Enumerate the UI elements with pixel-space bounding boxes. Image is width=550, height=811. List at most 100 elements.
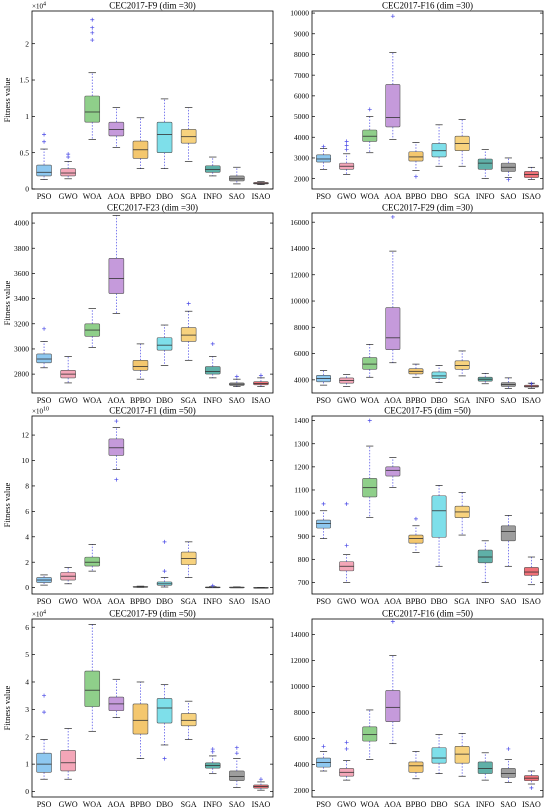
box-sao [229, 374, 245, 388]
outlier-marker [321, 744, 326, 749]
y-tick-label: 2 [25, 732, 29, 741]
box-iqr [408, 761, 424, 773]
outlier-marker [234, 751, 239, 756]
box-pso [316, 501, 332, 539]
box-iqr [500, 525, 516, 542]
y-tick-label: 3200 [14, 319, 29, 328]
outlier-marker [90, 25, 95, 30]
x-tick-label: ISAO [252, 396, 271, 405]
box-woa [362, 107, 378, 154]
x-tick-label: SGA [181, 597, 197, 606]
box-iqr [108, 258, 125, 294]
x-tick-label: BPBO [130, 597, 151, 606]
y-tick-label: 6000 [294, 734, 309, 743]
x-tick-label: INFO [203, 192, 222, 201]
x-tick-label: BPBO [130, 192, 151, 201]
box-iqr [477, 761, 493, 774]
y-tick-label: 2000 [294, 786, 309, 795]
chart-title: CEC2017-F1 (dim =50) [109, 406, 196, 416]
x-tick-label: SGA [454, 396, 470, 405]
x-tick-label: DBO [431, 192, 448, 201]
x-tick-label: SAO [229, 192, 245, 201]
x-tick-label: DBO [431, 800, 448, 809]
y-tick-label: 5 [25, 650, 29, 659]
x-tick-label: AOA [108, 800, 126, 809]
x-tick-label: BPBO [405, 396, 426, 405]
box-pso [316, 144, 332, 170]
y-tick-label: 0 [25, 787, 29, 796]
x-tick-label: BPBO [405, 597, 426, 606]
box-iqr [362, 129, 378, 142]
box-sga [180, 700, 197, 740]
box-dbo [431, 124, 447, 167]
box-iqr [385, 466, 401, 477]
box-gwo [60, 566, 76, 585]
x-tick-label: PSO [316, 800, 331, 809]
x-tick-label: WOA [83, 192, 102, 201]
x-tick-label: SGA [181, 800, 197, 809]
x-tick-label: WOA [83, 800, 102, 809]
box-sga [180, 107, 197, 162]
box-info [477, 149, 493, 179]
box-iqr [156, 337, 173, 351]
y-tick-label: 4000 [294, 133, 309, 142]
x-tick-label: PSO [316, 192, 331, 201]
box-iqr [84, 95, 101, 123]
y-tick-label: 2800 [14, 370, 29, 379]
x-tick-label: GWO [337, 396, 356, 405]
x-tick-label: WOA [360, 396, 379, 405]
y-tick-label: 12000 [290, 270, 309, 279]
plot-frame [31, 212, 274, 394]
y-tick-label: 3800 [14, 244, 29, 253]
outlier-marker [42, 132, 47, 137]
x-tick-label: ISAO [252, 192, 271, 201]
x-tick-label: SAO [229, 597, 245, 606]
box-sao [500, 377, 516, 389]
box-sao [229, 166, 245, 185]
x-tick-label: SAO [229, 396, 245, 405]
box-gwo [339, 740, 355, 781]
plot-frame [311, 415, 544, 595]
outlier-marker [367, 107, 372, 112]
x-tick-label: DBO [156, 800, 173, 809]
outlier-marker [186, 301, 191, 306]
box-bpbo [408, 142, 424, 179]
y-tick-label: 10000 [290, 9, 309, 18]
outlier-marker [114, 419, 119, 424]
box-pso [36, 693, 52, 780]
box-sao [500, 515, 516, 567]
box-iqr [84, 670, 101, 707]
box-dbo [431, 365, 447, 383]
box-aoa [108, 215, 125, 314]
box-sga [454, 733, 470, 777]
x-tick-label: SGA [454, 597, 470, 606]
y-tick-label: 14000 [290, 244, 309, 253]
y-tick-label: 6 [25, 507, 29, 516]
box-iqr [385, 84, 401, 128]
x-tick-label: GWO [337, 800, 356, 809]
outlier-marker [258, 777, 263, 782]
box-iqr [229, 770, 245, 781]
box-iqr [477, 549, 493, 564]
x-tick-label: DBO [431, 396, 448, 405]
box-iqr [362, 357, 378, 370]
y-tick-label: 10000 [290, 297, 309, 306]
box-isao [253, 587, 269, 589]
box-isao [253, 373, 269, 388]
y-tick-label: 8000 [294, 50, 309, 59]
outlier-marker [321, 501, 326, 506]
x-tick-label: AOA [108, 396, 126, 405]
box-info [204, 341, 221, 379]
outlier-marker [506, 746, 511, 751]
y-tick-label: 4000 [14, 219, 29, 228]
box-aoa [385, 14, 401, 140]
x-tick-label: INFO [203, 800, 222, 809]
x-tick-label: WOA [360, 192, 379, 201]
outlier-marker [390, 14, 395, 19]
box-woa [84, 17, 101, 140]
x-tick-label: PSO [316, 597, 331, 606]
chart-panel-4: CEC2017-F29 (dim =30) 4000 6000 8000 10000 12… [290, 203, 544, 405]
y-tick-label: 10000 [290, 682, 309, 691]
y-tick-label: 1 [25, 760, 29, 769]
box-aoa [385, 457, 401, 488]
